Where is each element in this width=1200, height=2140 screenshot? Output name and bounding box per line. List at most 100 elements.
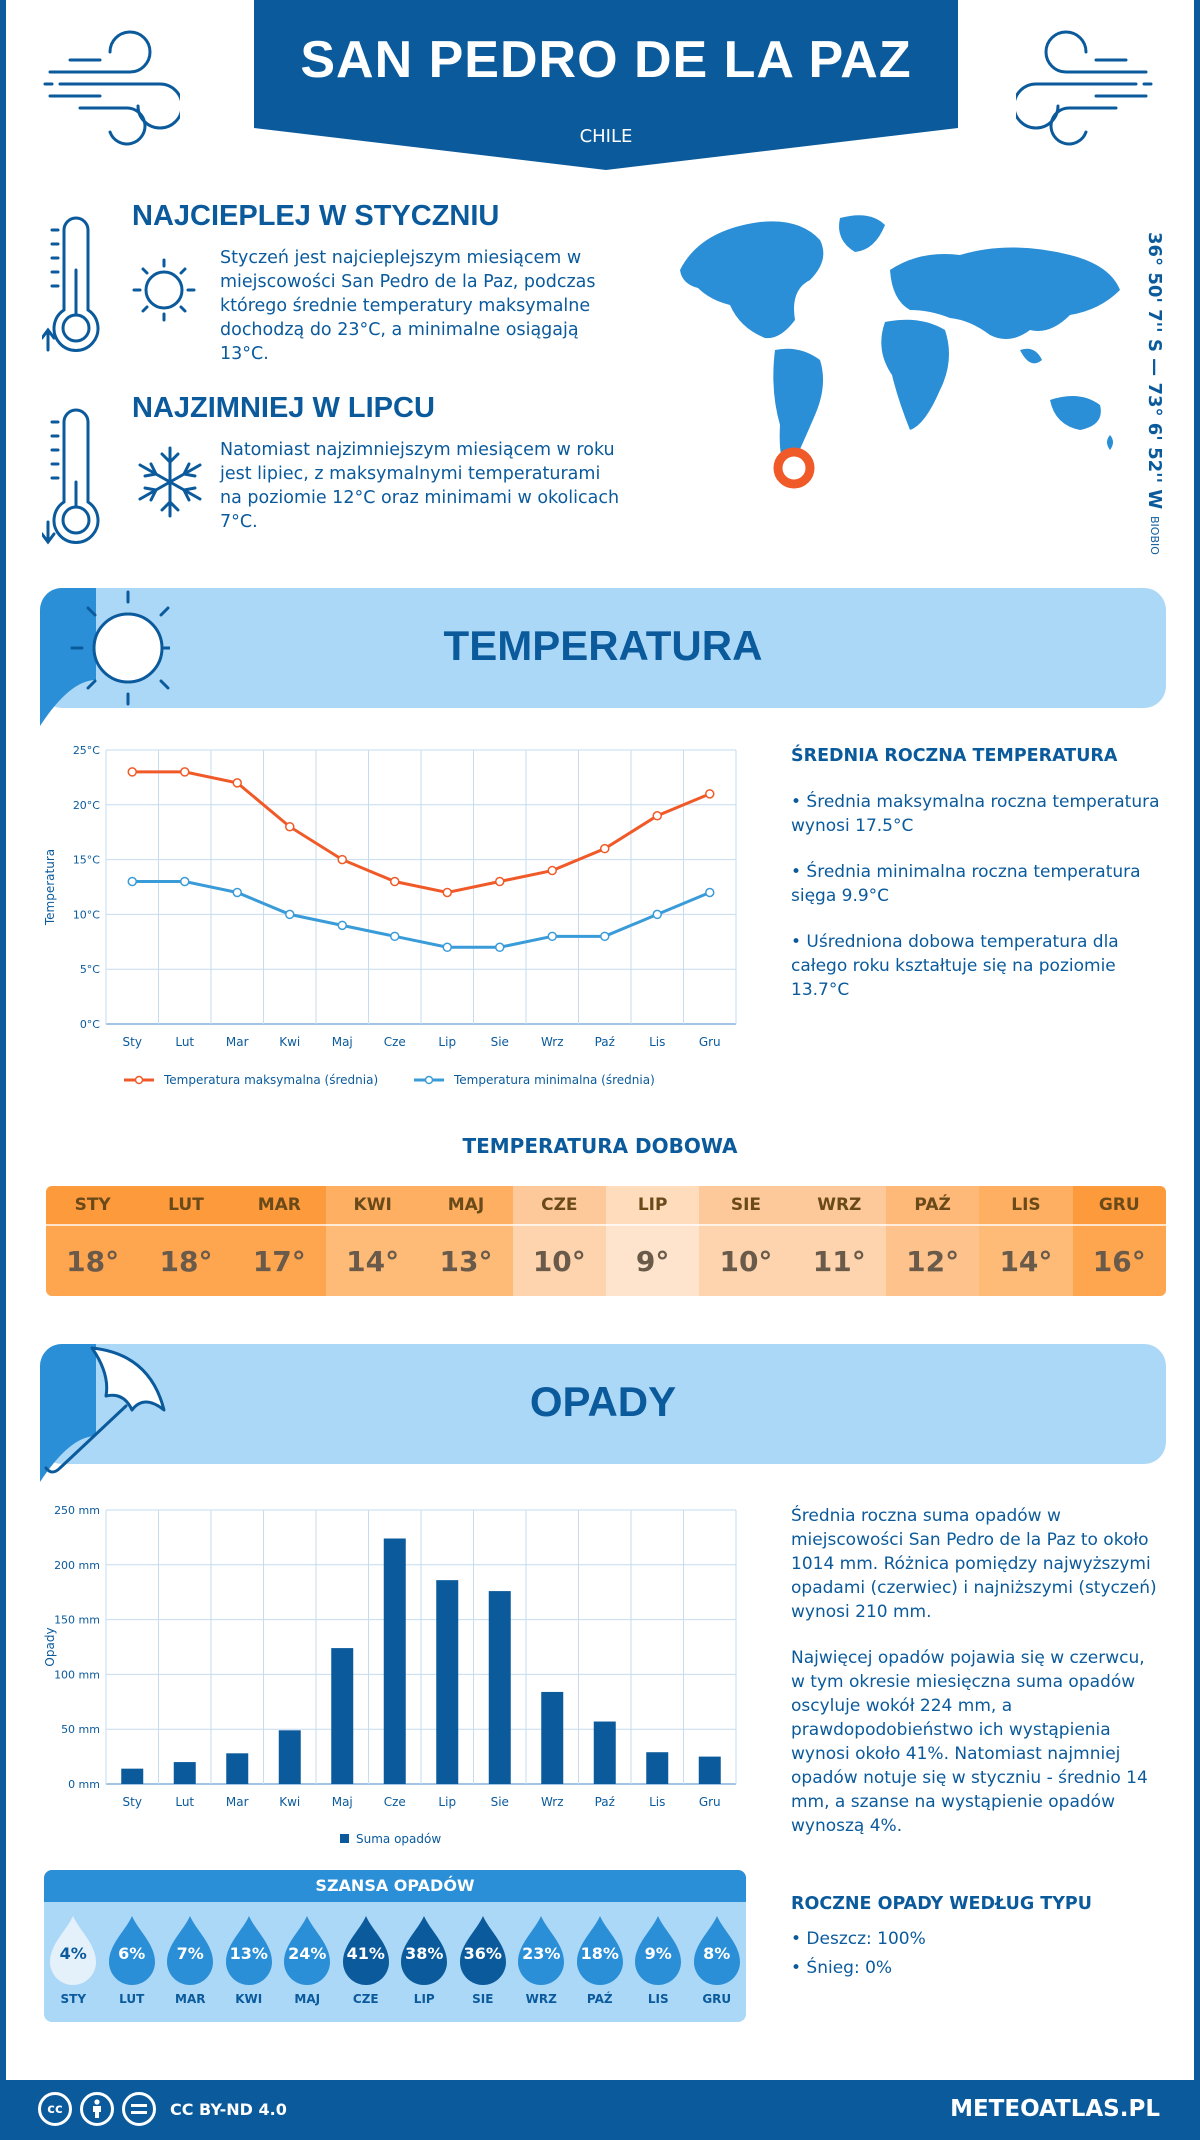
precip-paragraph-2: Najwięcej opadów pojawia się w czerwcu, … [791,1648,1148,1836]
y-tick-label: 20°C [73,799,100,812]
location-marker [773,447,815,489]
daily-cell: SIE 10° [699,1186,793,1296]
drop-icon [693,1916,740,1985]
drop-icon [518,1916,565,1985]
rain-chance-value: 9% [644,1944,672,1963]
y-tick-label: 0°C [80,1018,100,1031]
rain-chance-drop: 7% MAR [161,1914,219,2014]
daily-value: 10° [699,1224,793,1296]
precip-bar [383,1538,406,1784]
license-text: CC BY-ND 4.0 [170,2099,287,2119]
daily-cell: PAŹ 12° [885,1186,980,1296]
rain-chance-drop: 36% SIE [454,1914,512,2014]
temperature-section-header: TEMPERATURA [40,588,1166,726]
rain-chance-month: CZE [352,1992,379,2006]
data-point [232,778,242,788]
rain-chance-value: 36% [463,1944,502,1963]
daily-value: 18° [139,1224,233,1296]
rain-chance-month: SIE [472,1992,494,2006]
daily-cell: LIS 14° [979,1186,1073,1296]
daily-cell: CZE 10° [512,1186,606,1296]
summary-min: • Średnia minimalna roczna temperatura s… [791,862,1141,906]
daily-value: 9° [605,1224,700,1296]
daily-cell: MAR 17° [232,1186,326,1296]
drop-icon [576,1916,623,1985]
data-point [442,942,452,953]
precipitation-title: OPADY [529,1378,677,1425]
daily-value: 18° [46,1224,140,1296]
attribution-icon [80,2092,114,2126]
x-tick-label: Wrz [541,1035,564,1049]
precip-bar [278,1730,301,1784]
no-derivatives-icon [122,2092,156,2126]
y-tick-label: 200 mm [54,1559,100,1572]
precip-paragraph-1: Średnia roczna suma opadów w miejscowośc… [791,1506,1157,1622]
summary-avg: • Uśredniona dobowa temperatura dla całe… [791,932,1119,1000]
daily-temperature-table: STY 18° LUT 18° MAR 17° KWI 14° MAJ 13° CZE 10° LIP 9… [46,1186,1166,1296]
drop-icon [459,1916,506,1985]
daily-temperature-title: TEMPERATURA DOBOWA [462,1134,738,1158]
temperature-summary: ŚREDNIA ROCZNA TEMPERATURA • Średnia mak… [791,744,1161,1024]
y-tick-label: 0 mm [68,1778,100,1791]
min-temp-line [132,880,711,949]
daily-cell: KWI 14° [325,1186,420,1296]
daily-month: PAŹ [885,1186,980,1224]
rain-chance-drop: 6% LUT [103,1914,161,2014]
rain-chance-value: 24% [288,1944,327,1963]
precip-bar [226,1753,249,1784]
daily-month: SIE [699,1186,793,1224]
y-tick-label: 15°C [73,854,100,867]
data-point [285,821,295,832]
data-point [180,767,190,777]
data-point [652,811,662,821]
y-tick-label: 25°C [73,744,100,757]
warmest-title: NAJCIEPLEJ W STYCZNIU [132,200,500,232]
chance-title: SZANSA OPADÓW [44,1870,746,1902]
daily-month: KWI [325,1186,420,1224]
y-axis-label: Opady [43,1627,57,1666]
daily-value: 10° [512,1224,606,1296]
daily-month: WRZ [792,1186,886,1224]
drop-icon [108,1916,155,1985]
precip-bar [436,1580,459,1784]
rain-type-title: ROCZNE OPADY WEDŁUG TYPU [791,1894,1092,1914]
rain-chance-month: MAR [175,1992,206,2006]
daily-cell: LUT 18° [139,1186,233,1296]
precipitation-summary: Średnia roczna suma opadów w miejscowośc… [791,1504,1161,1860]
drop-icon [342,1916,389,1985]
site-link[interactable]: METEOATLAS.PL [950,2096,1160,2122]
data-point [495,876,505,887]
rain-chance-value: 18% [580,1944,619,1963]
rain-chance-drop: 24% MAJ [278,1914,336,2014]
rain-chance-month: LIP [413,1992,435,2006]
y-axis-label: Temperatura [43,849,57,926]
drop-icon [50,1916,97,1985]
data-point [442,887,452,898]
temperature-chart: 0°C 5°C 10°C 15°C 20°C 25°C Sty Lut Mar Kwi Maj Cze… [43,744,737,1087]
x-tick-label: Sie [491,1035,509,1049]
data-point [180,876,190,887]
daily-value: 14° [979,1224,1073,1296]
city-title: SAN PEDRO DE LA PAZ [300,31,912,89]
world-map [680,215,1120,489]
cc-icon: cc [38,2092,72,2126]
x-tick-label: Paź [595,1035,615,1049]
y-tick-label: 5°C [80,963,100,976]
rain-chance-month: GRU [702,1992,732,2006]
precipitation-section-header: OPADY [40,1344,1166,1482]
daily-month: LUT [139,1186,233,1224]
rain-type: ROCZNE OPADY WEDŁUG TYPU • Deszcz: 100% … [791,1890,1161,1983]
rain-chance-value: 38% [405,1944,444,1963]
data-point [495,942,505,953]
precip-bar [121,1768,144,1784]
rain-chance-month: PAŹ [586,1992,613,2006]
rain-type-snow: • Śnieg: 0% [791,1958,893,1978]
license-block: cc CC BY-ND 4.0 [38,2092,287,2126]
data-point [390,876,400,887]
precip-bar [646,1752,669,1784]
precip-bar [593,1721,616,1784]
rain-chance-drop: 23% WRZ [512,1914,570,2014]
data-point [705,887,715,898]
y-tick-label: 50 mm [61,1723,100,1736]
rain-chance-drop: 18% PAŹ [571,1914,629,2014]
